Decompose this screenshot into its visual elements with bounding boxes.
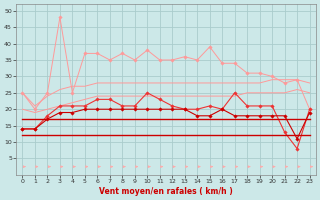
X-axis label: Vent moyen/en rafales ( km/h ): Vent moyen/en rafales ( km/h ) (99, 187, 233, 196)
